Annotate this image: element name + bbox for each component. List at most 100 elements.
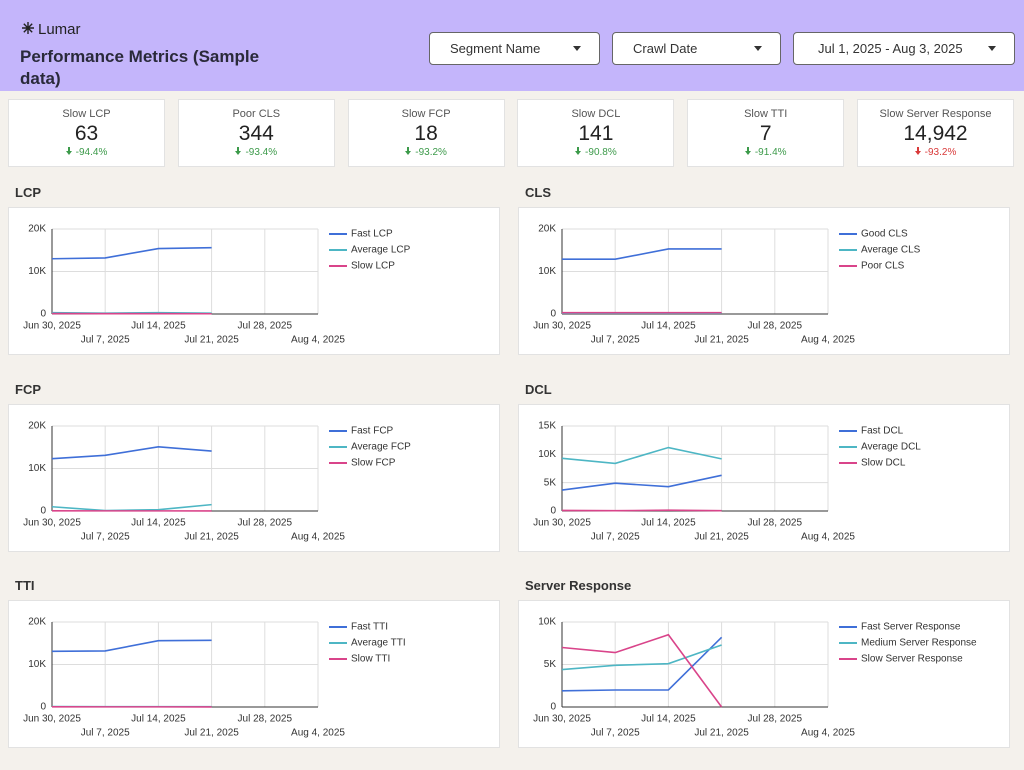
arrow — [744, 147, 751, 155]
x-tick-label: Jul 14, 2025 — [641, 714, 696, 725]
y-tick-label: 0 — [550, 309, 556, 320]
series-line — [51, 445, 212, 460]
legend-label: Fast TTI — [351, 622, 388, 633]
x-tick-label: Jul 28, 2025 — [238, 714, 293, 725]
y-tick-label: 20K — [28, 224, 46, 235]
kpi-label: Slow Server Response — [879, 108, 992, 120]
legend-label: Average CLS — [861, 245, 921, 256]
arrow — [235, 147, 242, 155]
y-tick-label: 0 — [40, 505, 46, 516]
kpi-label: Slow TTI — [744, 108, 788, 120]
y-tick-label: 10K — [538, 448, 556, 459]
x-tick-label: Jun 30, 2025 — [23, 321, 81, 332]
kpi-card: Slow LCP 63 -94.4% — [8, 99, 165, 167]
x-tick-label: Jul 14, 2025 — [131, 517, 186, 528]
legend-label: Slow FCP — [351, 457, 396, 468]
change-arrow — [914, 147, 921, 155]
date-range-filter[interactable]: Jul 1, 2025 - Aug 3, 2025 — [793, 32, 1015, 65]
legend-label: Fast LCP — [351, 229, 393, 240]
series-line — [51, 246, 212, 260]
kpi-label: Slow DCL — [571, 108, 621, 120]
x-tick-label: Jun 30, 2025 — [533, 714, 591, 725]
legend-label: Poor CLS — [861, 261, 905, 272]
change-arrow — [235, 147, 242, 155]
chart-panel: 0 10K 20K Jun 30, 2025 Jul 7, 2025 Jul 14, 20… — [518, 207, 1010, 355]
series-line — [562, 248, 722, 260]
section-title: TTI — [15, 578, 35, 593]
legend-label: Slow DCL — [861, 457, 906, 468]
x-tick-label: Jun 30, 2025 — [533, 517, 591, 528]
kpi-card: Slow DCL 141 -90.8% — [517, 99, 675, 167]
section-title: FCP — [15, 381, 41, 397]
y-tick-label: 15K — [538, 420, 556, 431]
y-tick-label: 0 — [40, 702, 46, 713]
y-tick-label: 0 — [40, 309, 46, 320]
kpi-value: 63 — [74, 122, 99, 145]
logo-text: Lumar — [38, 21, 81, 38]
series-line — [51, 639, 212, 653]
change-arrow — [65, 147, 72, 155]
kpi-change: -93.2% — [349, 147, 504, 158]
change-text: -93.2% — [924, 147, 957, 158]
x-tick-label: Jul 14, 2025 — [131, 321, 186, 332]
legend-label: Slow TTI — [351, 654, 390, 665]
x-tick-label: Jun 30, 2025 — [23, 714, 81, 725]
chart-panel: 0 10K 20K Jun 30, 2025 Jul 7, 2025 Jul 14, 20… — [8, 403, 500, 552]
x-tick-label: Jul 7, 2025 — [81, 728, 130, 739]
y-tick-label: 20K — [538, 224, 556, 235]
filter-label: Crawl Date — [633, 41, 698, 56]
x-tick-label: Jul 28, 2025 — [238, 517, 293, 528]
arrow — [405, 147, 412, 155]
y-tick-label: 20K — [28, 617, 46, 628]
x-tick-label: Jul 7, 2025 — [591, 531, 640, 542]
kpi-change: -90.8% — [518, 147, 673, 158]
x-tick-label: Jun 30, 2025 — [533, 321, 591, 332]
chart-panel: 0 5K 10K Jun 30, 2025 Jul 7, 2025 Jul 14, 202… — [518, 600, 1010, 748]
section-title: LCP — [15, 185, 41, 200]
x-tick-label: Aug 4, 2025 — [801, 728, 855, 739]
kpi-value: 14,942 — [903, 122, 968, 145]
legend-label: Medium Server Response — [861, 638, 977, 649]
y-tick-label: 5K — [544, 659, 557, 670]
arrow — [575, 147, 582, 155]
x-tick-label: Jul 21, 2025 — [694, 531, 749, 542]
kpi-change: -91.4% — [688, 147, 843, 158]
y-tick-label: 5K — [544, 477, 557, 488]
section-title: CLS — [525, 185, 551, 200]
y-tick-label: 10K — [538, 266, 556, 277]
legend-label: Average TTI — [351, 638, 406, 649]
x-tick-label: Jul 7, 2025 — [81, 335, 130, 346]
x-tick-label: Jul 28, 2025 — [748, 517, 803, 528]
x-tick-label: Jul 14, 2025 — [641, 517, 696, 528]
arrow — [65, 147, 72, 155]
legend-label: Average LCP — [351, 245, 411, 256]
arrow — [914, 147, 921, 155]
change-text: -90.8% — [585, 147, 617, 158]
kpi-card: Poor CLS 344 -93.4% — [177, 99, 335, 167]
x-tick-label: Aug 4, 2025 — [801, 531, 855, 542]
series-line — [561, 644, 722, 671]
x-tick-label: Jul 21, 2025 — [694, 335, 749, 346]
kpi-value: 344 — [238, 122, 274, 145]
x-tick-label: Aug 4, 2025 — [291, 728, 345, 739]
change-arrow — [405, 147, 412, 155]
legend-label: Good CLS — [861, 229, 908, 240]
change-text: -94.4% — [75, 147, 108, 158]
crawl-date-filter[interactable]: Crawl Date — [612, 32, 781, 65]
logo: Lumar — [22, 21, 81, 38]
kpi-card: Slow Server Response 14,942 -93.2% — [857, 99, 1014, 167]
legend-label: Fast Server Response — [861, 622, 961, 633]
kpi-change: -93.2% — [858, 147, 1013, 158]
series-line — [51, 503, 212, 511]
y-tick-label: 0 — [550, 505, 556, 516]
x-tick-label: Aug 4, 2025 — [291, 531, 345, 542]
segment-filter[interactable]: Segment Name — [429, 32, 600, 65]
legend-label: Average FCP — [351, 441, 411, 452]
x-tick-label: Jul 21, 2025 — [184, 728, 239, 739]
section-title: DCL — [525, 381, 552, 397]
legend-label: Slow LCP — [351, 261, 395, 272]
change-arrow — [744, 147, 751, 155]
